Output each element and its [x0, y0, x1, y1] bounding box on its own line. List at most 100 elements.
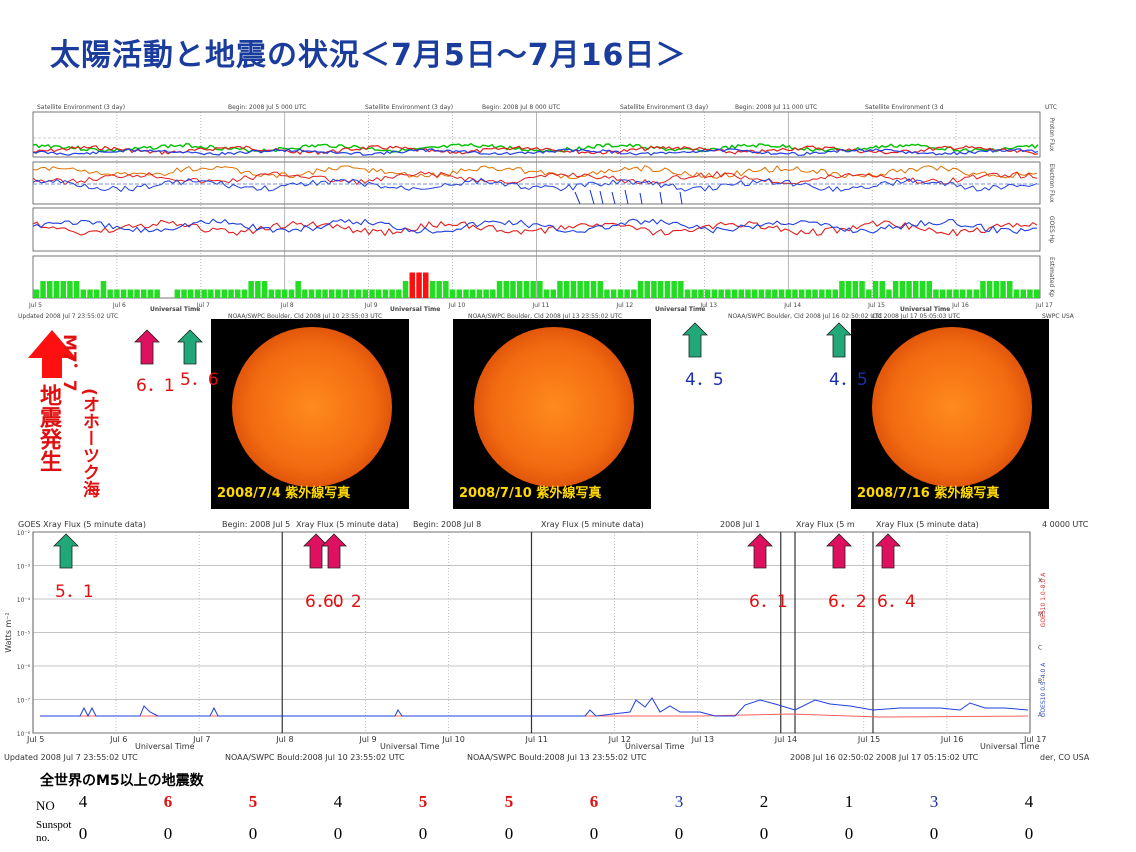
- x-axis-label: Universal Time: [150, 306, 200, 313]
- kp-bar: [47, 281, 53, 298]
- lower-arrow: [747, 533, 773, 569]
- kp-bar: [933, 289, 939, 298]
- earthquake-count: 4: [333, 792, 343, 811]
- kp-bar: [610, 289, 617, 298]
- upper-marker-mag-4: 4．5: [829, 370, 868, 390]
- big-quake-label: 地震発生: [36, 384, 61, 472]
- kp-bar: [214, 289, 221, 298]
- row-label-no: NO: [36, 798, 55, 813]
- y-tick-label: 10⁻⁸: [17, 731, 31, 738]
- kp-bar: [174, 289, 181, 298]
- kp-bar: [194, 289, 201, 298]
- panel-right-label: GOES Hp: [1048, 216, 1055, 243]
- footer-source: NOAA/SWPC Boulder, Cld 2008 Jul 13 23:55…: [468, 313, 622, 320]
- footer-source: NOAA/SWPC Boulder, Cld 2008 Jul 10 23:55…: [228, 313, 382, 320]
- panel-right-label: Estimated Kp: [1048, 257, 1055, 297]
- big-quake-magnitude: M7．7: [59, 334, 79, 392]
- kp-bar: [100, 281, 107, 298]
- earthquake-count: 1: [844, 792, 854, 811]
- x-tick-label: Jul 6: [112, 302, 126, 309]
- kp-bar: [919, 281, 926, 298]
- sunspot-number: 0: [504, 824, 514, 843]
- kp-bar: [188, 289, 194, 298]
- kp-bar: [443, 281, 449, 298]
- kp-bar: [376, 289, 382, 298]
- x-tick-label: Jul 16: [940, 735, 963, 744]
- sun-image-1: 2008/7/4 紫外線写真: [211, 319, 409, 509]
- x-tick-label: Jul 11: [525, 735, 548, 744]
- kp-bar: [228, 289, 234, 298]
- panel-header: Begin: 2008 Jul 5 000 UTC: [228, 104, 306, 111]
- kp-bar: [1033, 289, 1040, 298]
- sunspot-number: 0: [418, 824, 428, 843]
- proton-series: [32, 145, 1039, 156]
- kp-bar: [1013, 289, 1020, 298]
- kp-bar: [429, 281, 436, 298]
- sunspot-number: 0: [929, 824, 939, 843]
- sun-caption: 2008/7/4 紫外線写真: [217, 486, 351, 501]
- kp-bar: [503, 281, 509, 298]
- kp-bar: [657, 281, 664, 298]
- table-title: 全世界のM5以上の地震数: [40, 773, 204, 789]
- flare-class-label: M: [1038, 611, 1043, 618]
- kp-bar: [798, 289, 805, 298]
- lower-marker-mag-5: 6．2: [828, 592, 867, 612]
- x-tick-label: Jul 17: [1023, 735, 1046, 744]
- sunspot-number: 0: [844, 824, 854, 843]
- xray-header: Xray Flux (5 minute data): [876, 520, 979, 529]
- kp-bar: [463, 289, 469, 298]
- kp-bar: [181, 289, 187, 298]
- flare-class-label: X: [1038, 577, 1042, 584]
- kp-bar: [40, 281, 46, 298]
- xray-header: Xray Flux (5 minute data): [296, 520, 399, 529]
- upper-marker-mag-3: 4．5: [685, 370, 724, 390]
- kp-bar: [906, 281, 912, 298]
- earthquake-count: 3: [674, 792, 684, 811]
- x-tick-label: Jul 9: [364, 302, 378, 309]
- kp-bar: [584, 281, 590, 298]
- footer-source: NOAA/SWPC Boulder, Cld 2008 Jul 16 02:50…: [728, 313, 882, 320]
- kp-bar: [355, 289, 362, 298]
- kp-bar: [94, 289, 100, 298]
- kp-bar: [288, 289, 295, 298]
- earthquake-count: 5: [248, 792, 258, 811]
- kp-bar: [308, 289, 315, 298]
- short-channel-series: [40, 697, 1029, 718]
- x-tick-label: Jul 8: [275, 735, 293, 744]
- panel-header: Satellite Environment (3 day): [37, 104, 125, 111]
- panel-right-label: Proton Flux: [1048, 118, 1055, 152]
- x-tick-label: Jul 12: [608, 735, 631, 744]
- kp-bar: [926, 281, 932, 298]
- kp-bar: [369, 289, 375, 298]
- earthquake-count: 6: [589, 792, 599, 811]
- y-tick-label: 10⁻²: [17, 530, 31, 537]
- kp-bar: [1007, 281, 1013, 298]
- kp-bar: [946, 289, 953, 298]
- kp-bar: [845, 281, 852, 298]
- y-tick-label: 10⁻⁴: [17, 597, 31, 604]
- kp-bar: [966, 289, 973, 298]
- kp-bar: [590, 281, 597, 298]
- upper-arrow: [177, 329, 203, 365]
- xray-header: 2008 Jul 1: [720, 520, 760, 529]
- kp-bar: [1020, 289, 1026, 298]
- x-tick-label: Jul 14: [783, 302, 801, 309]
- kp-bar: [973, 289, 979, 298]
- kp-bar: [396, 289, 402, 298]
- lower-arrow: [875, 533, 901, 569]
- kp-bar: [604, 289, 610, 298]
- y-tick-label: 10⁻⁵: [17, 631, 31, 638]
- panel-header: Begin: 2008 Jul 11 000 UTC: [735, 104, 817, 111]
- kp-bar: [738, 289, 744, 298]
- kp-bar: [470, 289, 476, 298]
- electron-series: [32, 177, 1038, 193]
- sunspot-number: 0: [163, 824, 173, 843]
- kp-bar: [678, 281, 684, 298]
- sunspot-number: 0: [78, 824, 88, 843]
- legend-label: GOES10 0.5–4.0 A: [1040, 662, 1047, 718]
- panel-right-label: Electron Flux: [1048, 164, 1055, 203]
- flare-class-label: A: [1038, 711, 1043, 718]
- lower-marker-mag-3: 6．2: [323, 592, 362, 612]
- kp-bar: [550, 289, 556, 298]
- kp-bar: [154, 289, 160, 298]
